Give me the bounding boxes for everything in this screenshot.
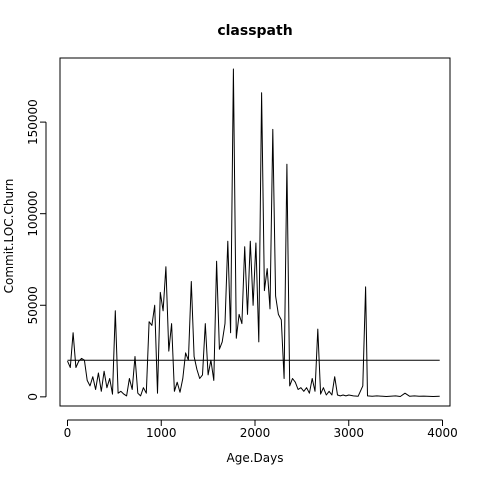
y-axis: 0 50000 100000 150000 xyxy=(26,99,47,401)
y-tick-label: 50000 xyxy=(26,286,40,324)
series-layer xyxy=(67,68,440,397)
plot-frame xyxy=(59,57,451,407)
y-tick-label: 100000 xyxy=(26,191,40,237)
x-axis-label: Age.Days xyxy=(227,451,284,465)
churn-series-line xyxy=(67,68,440,397)
x-tick-label: 3000 xyxy=(333,426,364,440)
chart-title: classpath xyxy=(217,23,292,39)
x-tick-label: 2000 xyxy=(240,426,271,440)
x-axis: 0 1000 2000 3000 4000 xyxy=(64,419,458,440)
y-tick-label: 150000 xyxy=(26,99,40,145)
y-tick-label: 0 xyxy=(26,393,40,401)
x-tick-label: 1000 xyxy=(146,426,177,440)
y-axis-label: Commit.LOC.Churn xyxy=(2,179,16,294)
x-tick-label: 0 xyxy=(64,426,72,440)
x-tick-label: 4000 xyxy=(427,426,458,440)
